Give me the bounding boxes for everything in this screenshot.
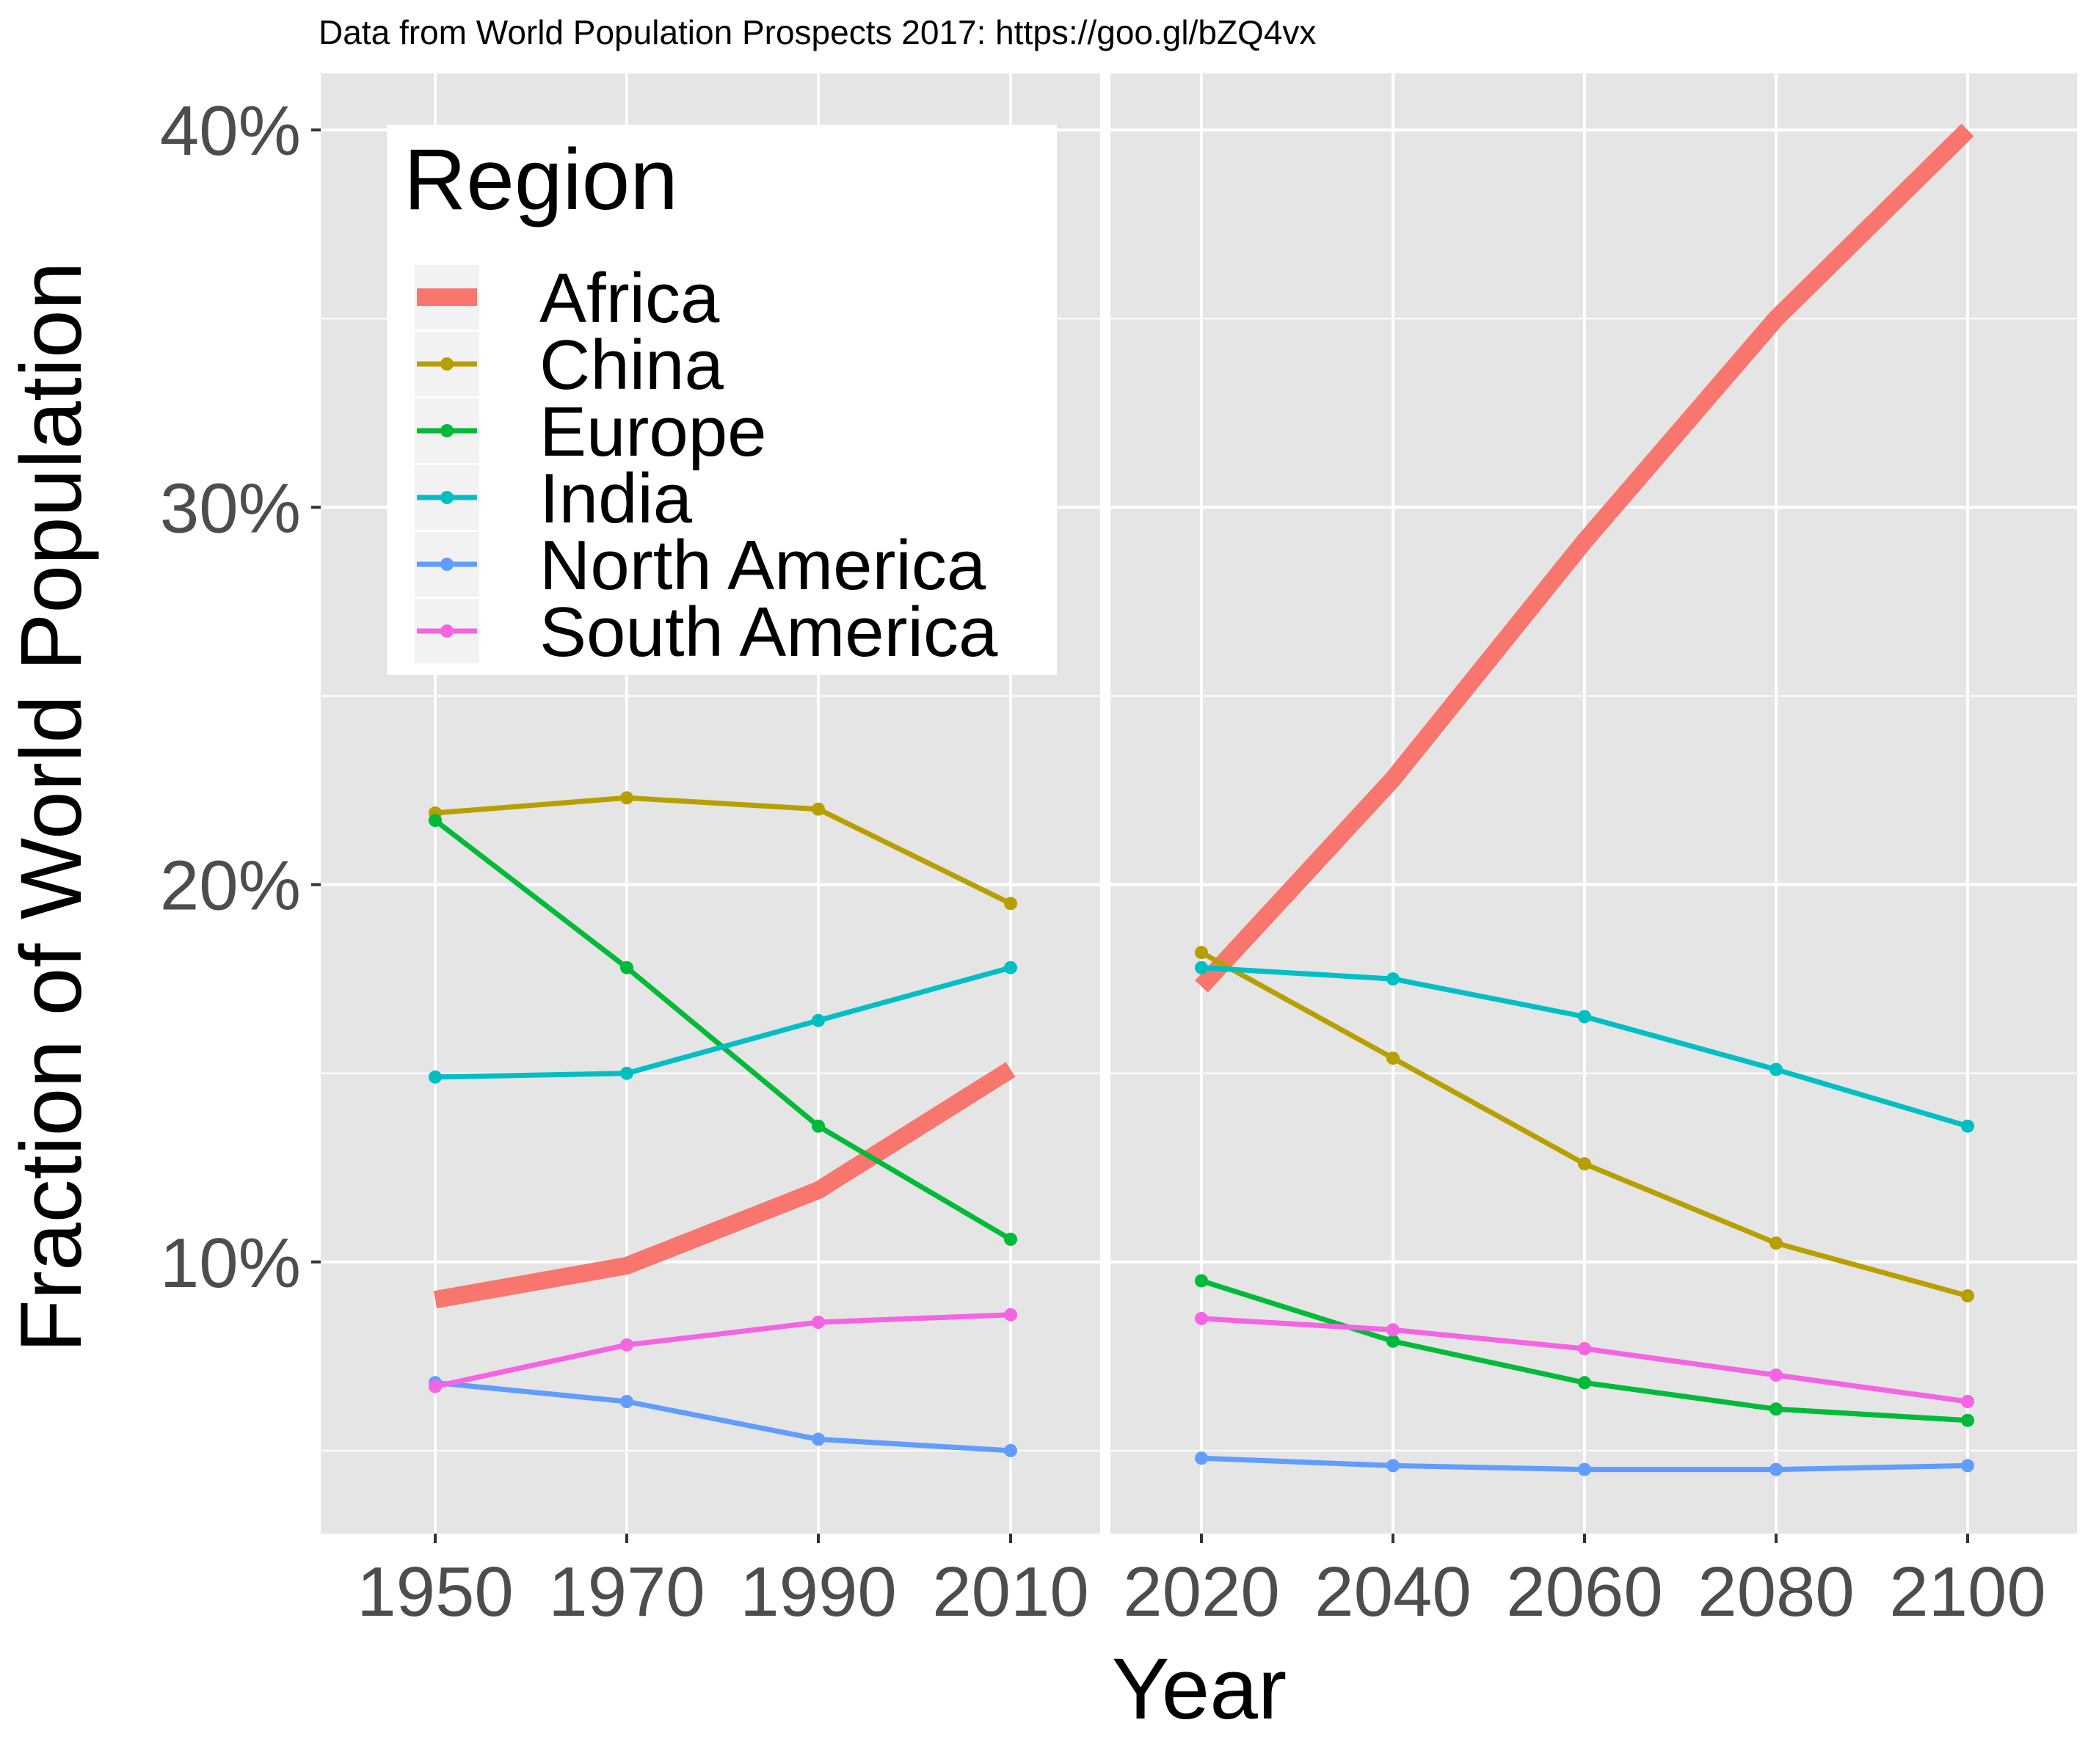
legend-key-point xyxy=(440,424,454,437)
data-point xyxy=(429,1380,442,1393)
legend-box xyxy=(387,125,1057,675)
panel-right xyxy=(1110,73,2077,1534)
legend-item: China xyxy=(415,326,724,404)
legend-label: India xyxy=(539,459,693,538)
data-point xyxy=(1961,1395,1974,1408)
legend-label: South America xyxy=(539,593,998,671)
legend-label: Africa xyxy=(539,259,720,338)
data-point xyxy=(1386,1323,1400,1337)
data-point xyxy=(1004,961,1017,974)
data-point xyxy=(1195,946,1208,960)
y-tick-label: 10% xyxy=(160,1224,301,1302)
series-layer xyxy=(429,123,1974,1476)
series-line xyxy=(434,965,1011,1080)
data-point xyxy=(620,1338,633,1352)
data-point xyxy=(1578,1157,1591,1171)
x-axis: 1950 1970 1990 2010 2020 2040 2060 2080 2100 xyxy=(357,1534,2046,1631)
y-tick-label: 30% xyxy=(160,469,301,547)
data-point xyxy=(812,1013,825,1027)
data-point xyxy=(1961,1119,1974,1133)
data-point xyxy=(1195,1311,1208,1325)
data-point xyxy=(1195,961,1208,974)
data-point xyxy=(1769,1462,1783,1476)
data-point xyxy=(1004,1232,1017,1246)
x-tick-label: 2100 xyxy=(1889,1553,2046,1631)
series-india xyxy=(429,961,1974,1133)
data-point xyxy=(620,961,633,974)
y-tick-label: 40% xyxy=(160,92,301,170)
data-point xyxy=(1386,1334,1400,1348)
legend-item: South America xyxy=(415,593,998,671)
x-tick-label: 1990 xyxy=(740,1553,897,1631)
legend-item: India xyxy=(415,459,693,538)
series-africa xyxy=(433,123,1974,1309)
data-point xyxy=(1961,1413,1974,1427)
y-axis-label: Fraction of World Population xyxy=(3,262,100,1353)
series-line xyxy=(434,1312,1011,1389)
legend-item: North America xyxy=(415,526,986,605)
data-point xyxy=(1769,1368,1783,1382)
legend-label: Europe xyxy=(539,393,767,471)
data-point xyxy=(1961,1289,1974,1302)
x-tick-label: 2020 xyxy=(1123,1553,1280,1631)
data-point xyxy=(1195,1451,1208,1465)
data-point xyxy=(1195,1274,1208,1288)
data-point xyxy=(812,1432,825,1446)
series-south-america xyxy=(429,1308,1974,1408)
data-point xyxy=(1578,1462,1591,1476)
data-point xyxy=(620,791,633,805)
data-point xyxy=(429,814,442,828)
legend-key-point xyxy=(440,624,454,638)
legend-title: Region xyxy=(404,131,678,228)
series-line xyxy=(433,1062,1016,1309)
chart-caption: Data from World Population Prospects 201… xyxy=(319,13,1316,51)
x-tick-label: 2040 xyxy=(1314,1553,1472,1631)
data-point xyxy=(1769,1402,1783,1416)
data-point xyxy=(1004,897,1017,911)
data-point xyxy=(620,1066,633,1080)
x-axis-label: Year xyxy=(1112,1641,1287,1738)
series-line xyxy=(1195,123,1974,993)
data-point xyxy=(1769,1063,1783,1076)
data-point xyxy=(1004,1443,1017,1457)
x-tick-label: 1950 xyxy=(357,1553,514,1631)
data-point xyxy=(620,1395,633,1408)
series-line xyxy=(434,1380,1011,1454)
data-point xyxy=(1386,1459,1400,1473)
y-tick-label: 20% xyxy=(160,847,301,925)
legend-item: Europe xyxy=(415,393,767,471)
series-line xyxy=(434,795,1012,906)
panel-break xyxy=(1100,73,1110,1534)
legend-key-point xyxy=(440,491,454,504)
data-point xyxy=(1578,1376,1591,1390)
data-point xyxy=(812,1316,825,1329)
series-north-america xyxy=(429,1376,1974,1476)
legend-item: Africa xyxy=(415,259,720,338)
data-point xyxy=(1578,1010,1591,1024)
data-point xyxy=(1961,1459,1974,1473)
data-point xyxy=(1386,972,1400,986)
x-tick-label: 2010 xyxy=(932,1553,1089,1631)
x-tick-label: 2060 xyxy=(1506,1553,1663,1631)
legend-label: North America xyxy=(539,526,986,605)
data-point xyxy=(1769,1236,1783,1250)
data-point xyxy=(1004,1308,1017,1322)
data-point xyxy=(1578,1342,1591,1355)
data-point xyxy=(1386,1052,1400,1065)
legend-label: China xyxy=(539,326,724,404)
data-point xyxy=(812,1119,825,1133)
y-axis: 10% 20% 30% 40% xyxy=(160,92,321,1302)
data-point xyxy=(812,802,825,816)
legend-key-point xyxy=(440,558,454,571)
data-point xyxy=(429,1070,442,1084)
x-tick-label: 2080 xyxy=(1698,1553,1855,1631)
x-tick-label: 1970 xyxy=(548,1553,705,1631)
legend-key-point xyxy=(440,357,454,371)
